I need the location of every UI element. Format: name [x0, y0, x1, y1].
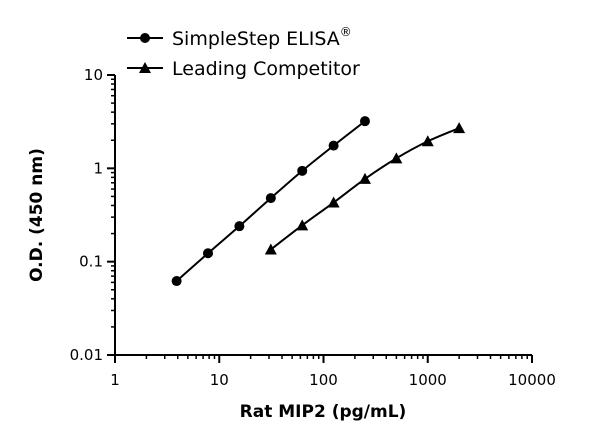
- x-tick-label: 10: [210, 371, 229, 389]
- axes: [114, 75, 532, 356]
- y-tick-label: 0.1: [79, 253, 103, 271]
- data-point-triangle: [264, 243, 277, 255]
- ticks: 1 10 100 1000 10000 0.01 0.1 1 10: [70, 66, 556, 389]
- legend-registered-mark: ®: [340, 25, 352, 39]
- data-point-circle: [171, 276, 182, 287]
- y-tick-label: 0.01: [70, 346, 103, 364]
- data-point-circle: [265, 193, 276, 204]
- data-point-triangle: [453, 122, 466, 134]
- x-tick-label: 1: [110, 371, 120, 389]
- data-point-triangle: [358, 172, 371, 184]
- series-competitor: [264, 122, 466, 255]
- series-layer: [171, 116, 466, 287]
- x-axis-title: Rat MIP2 (pg/mL): [240, 402, 407, 422]
- y-tick-label: 10: [84, 66, 103, 84]
- data-point-circle: [203, 248, 214, 259]
- legend-marker-triangle: [139, 62, 151, 73]
- data-point-circle: [359, 116, 370, 127]
- y-axis-title: O.D. (450 nm): [27, 148, 47, 282]
- data-point-triangle: [390, 152, 403, 164]
- data-point-circle: [328, 140, 339, 151]
- legend-item-simplestep: SimpleStep ELISA®: [127, 25, 352, 50]
- data-point-triangle: [327, 196, 340, 208]
- x-tick-label: 1000: [409, 371, 447, 389]
- x-tick-label: 100: [309, 371, 338, 389]
- legend-label-simplestep: SimpleStep ELISA®: [172, 25, 352, 50]
- y-tick-label: 1: [93, 159, 103, 177]
- legend-marker-circle: [140, 33, 150, 43]
- legend: SimpleStep ELISA® Leading Competitor: [127, 25, 360, 80]
- series-simplestep: [171, 116, 370, 287]
- series-line: [270, 127, 460, 251]
- data-point-triangle: [296, 219, 309, 231]
- data-point-triangle: [421, 135, 434, 147]
- data-point-circle: [297, 165, 308, 176]
- x-tick-label: 10000: [508, 371, 556, 389]
- legend-label-competitor: Leading Competitor: [172, 58, 360, 80]
- data-point-circle: [234, 221, 245, 232]
- legend-item-competitor: Leading Competitor: [127, 58, 360, 80]
